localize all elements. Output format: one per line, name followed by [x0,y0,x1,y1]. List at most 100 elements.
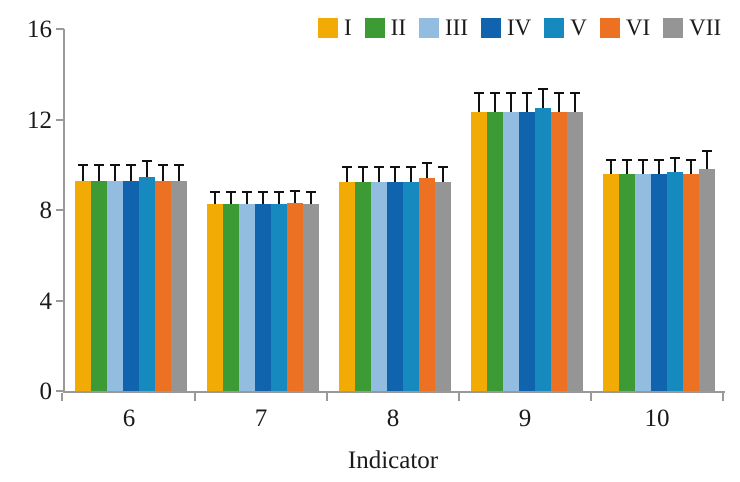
legend-swatch-II [364,17,385,38]
error-bar-cap-6-IV [126,163,136,166]
bar-10-I [603,173,619,391]
error-bar-stem-6-VII [178,163,180,181]
bar-7-VII [303,204,319,391]
error-bar-stem-6-IV [130,163,132,181]
y-axis-tick-4 [56,299,64,302]
bar-7-III [239,204,255,391]
error-bar-cap-10-V [670,156,680,159]
bar-10-III [635,173,651,391]
bar-9-I [471,111,487,391]
x-axis-tick-1 [194,393,196,401]
bar-9-VII [567,111,583,391]
bar-8-IV [387,181,403,391]
legend-label-II: II [390,15,406,40]
error-bar-stem-8-V [410,165,412,182]
legend-item-IV: IV [480,15,532,40]
bar-7-I [207,204,223,391]
error-bar-cap-8-VII [438,165,448,168]
legend-swatch-III [419,17,439,38]
y-axis-tick-12 [56,118,64,121]
error-bar-stem-7-I [214,190,216,205]
error-bar-cap-6-III [110,163,120,166]
legend-label-III: III [445,15,468,40]
bar-8-V [403,181,419,391]
error-bar-stem-6-III [114,163,116,181]
legend-swatch-VII [663,17,684,38]
error-bar-cap-7-IV [258,190,268,193]
error-bar-stem-9-VI [558,92,560,112]
bar-10-VI [683,173,699,391]
error-bar-cap-7-II [226,190,236,193]
error-bar-stem-7-VI [294,189,296,204]
error-bar-cap-10-VII [702,150,712,153]
error-bar-cap-6-I [78,163,88,166]
bar-6-III [107,180,123,391]
error-bar-cap-6-VI [158,163,168,166]
error-bar-stem-9-IV [526,92,528,112]
error-bar-cap-6-II [94,163,104,166]
x-tick-label-8: 8 [386,405,400,432]
legend-label-VII: VII [689,15,722,40]
bar-10-II [619,173,635,391]
y-axis-tick-16 [56,28,64,30]
error-bar-stem-9-II [494,92,496,112]
legend-item-II: II [364,15,406,40]
legend-label-IV: IV [506,15,532,40]
y-tick-label-12: 12 [27,106,52,134]
legend-item-VII: VII [663,16,721,39]
bar-6-VI [155,180,171,391]
error-bar-stem-9-V [542,87,544,109]
error-bar-stem-7-V [278,190,280,205]
error-bar-stem-10-III [642,159,644,174]
bar-7-IV [255,204,271,391]
error-bar-cap-7-VII [306,190,316,193]
y-tick-label-8: 8 [39,197,53,224]
legend-item-III: III [419,16,468,39]
error-bar-stem-8-VI [426,162,428,179]
error-bar-cap-9-III [506,92,516,95]
bar-7-II [223,204,239,391]
x-tick-label-6: 6 [122,405,136,432]
error-bar-stem-6-I [82,163,84,181]
y-axis-tick-0 [56,390,64,392]
bar-9-V [535,108,551,391]
legend-swatch-VI [599,17,620,38]
error-bar-stem-10-VII [706,150,708,170]
bar-9-VI [551,111,567,391]
bar-7-VI [287,203,303,391]
error-bar-cap-10-II [622,159,632,162]
error-bar-stem-9-VII [574,92,576,112]
error-bar-cap-9-VI [554,92,564,95]
error-bar-cap-10-III [638,159,648,162]
legend-item-I: I [318,16,352,39]
error-bar-stem-10-V [674,156,676,172]
bar-6-V [139,177,155,391]
error-bar-cap-10-VI [686,159,696,162]
bar-8-I [339,181,355,391]
y-tick-label-16: 16 [27,16,52,43]
bar-6-I [75,180,91,391]
error-bar-stem-7-IV [262,190,264,205]
error-bar-cap-9-VII [570,92,580,95]
x-axis-tick-2 [326,393,328,401]
error-bar-stem-10-VI [690,159,692,174]
error-bar-cap-7-VI [290,189,300,192]
bar-7-V [271,204,287,391]
error-bar-stem-6-V [146,160,148,178]
legend-swatch-IV [480,17,501,38]
error-bar-cap-8-V [406,165,416,168]
error-bar-cap-7-III [242,190,252,193]
error-bar-cap-10-IV [654,159,664,162]
bar-9-IV [519,111,535,391]
legend-item-V: V [544,16,587,39]
error-bar-stem-8-III [378,165,380,182]
error-bar-stem-7-VII [310,190,312,205]
error-bar-stem-8-IV [394,165,396,182]
error-bar-stem-10-I [610,159,612,174]
x-tick-label-10: 10 [644,405,670,432]
error-bar-stem-10-IV [658,159,660,174]
error-bar-cap-6-V [142,160,152,163]
error-bar-cap-9-IV [522,92,532,95]
legend-item-VI: VI [599,16,650,39]
